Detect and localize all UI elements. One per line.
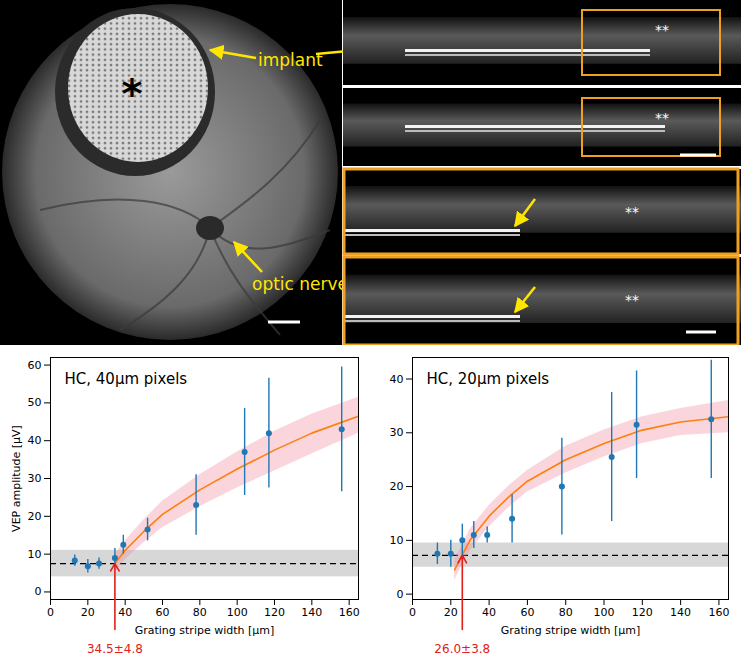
svg-text:**: **	[625, 292, 639, 308]
svg-text:26.0±3.8: 26.0±3.8	[434, 642, 490, 656]
svg-text:VEP amplitude [μV]: VEP amplitude [μV]	[10, 425, 23, 532]
svg-text:30: 30	[390, 426, 404, 439]
svg-text:40: 40	[482, 606, 496, 619]
svg-text:40: 40	[118, 606, 132, 619]
svg-text:optic nerve: optic nerve	[252, 274, 348, 294]
svg-text:30: 30	[28, 472, 42, 485]
svg-text:0: 0	[35, 585, 42, 598]
svg-text:140: 140	[301, 606, 322, 619]
svg-text:**: **	[655, 22, 669, 38]
svg-text:50: 50	[28, 396, 42, 409]
svg-text:160: 160	[708, 606, 729, 619]
svg-text:100: 100	[227, 606, 248, 619]
svg-text:120: 120	[632, 606, 653, 619]
svg-text:20: 20	[81, 606, 95, 619]
svg-text:*: *	[122, 71, 143, 117]
svg-text:40: 40	[28, 434, 42, 447]
svg-text:120: 120	[264, 606, 285, 619]
svg-text:implant: implant	[258, 50, 323, 70]
svg-text:100: 100	[594, 606, 615, 619]
svg-text:20: 20	[390, 480, 404, 493]
svg-text:34.5±4.8: 34.5±4.8	[87, 642, 143, 656]
svg-text:60: 60	[28, 359, 42, 372]
svg-text:160: 160	[339, 606, 360, 619]
svg-text:HC, 20μm pixels: HC, 20μm pixels	[427, 370, 550, 388]
svg-text:10: 10	[390, 534, 404, 547]
svg-text:80: 80	[193, 606, 207, 619]
svg-text:0: 0	[397, 588, 404, 601]
svg-text:80: 80	[559, 606, 573, 619]
svg-text:140: 140	[670, 606, 691, 619]
svg-text:**: **	[625, 204, 639, 220]
svg-text:40: 40	[390, 373, 404, 386]
svg-text:60: 60	[520, 606, 534, 619]
svg-text:10: 10	[28, 548, 42, 561]
svg-text:Grating stripe width [μm]: Grating stripe width [μm]	[135, 624, 275, 637]
svg-text:Grating stripe width [μm]: Grating stripe width [μm]	[501, 624, 641, 637]
svg-text:0: 0	[47, 606, 54, 619]
svg-text:**: **	[655, 110, 669, 126]
svg-text:20: 20	[28, 510, 42, 523]
svg-text:60: 60	[156, 606, 170, 619]
svg-text:HC, 40μm pixels: HC, 40μm pixels	[65, 370, 188, 388]
svg-text:20: 20	[444, 606, 458, 619]
svg-text:0: 0	[409, 606, 416, 619]
